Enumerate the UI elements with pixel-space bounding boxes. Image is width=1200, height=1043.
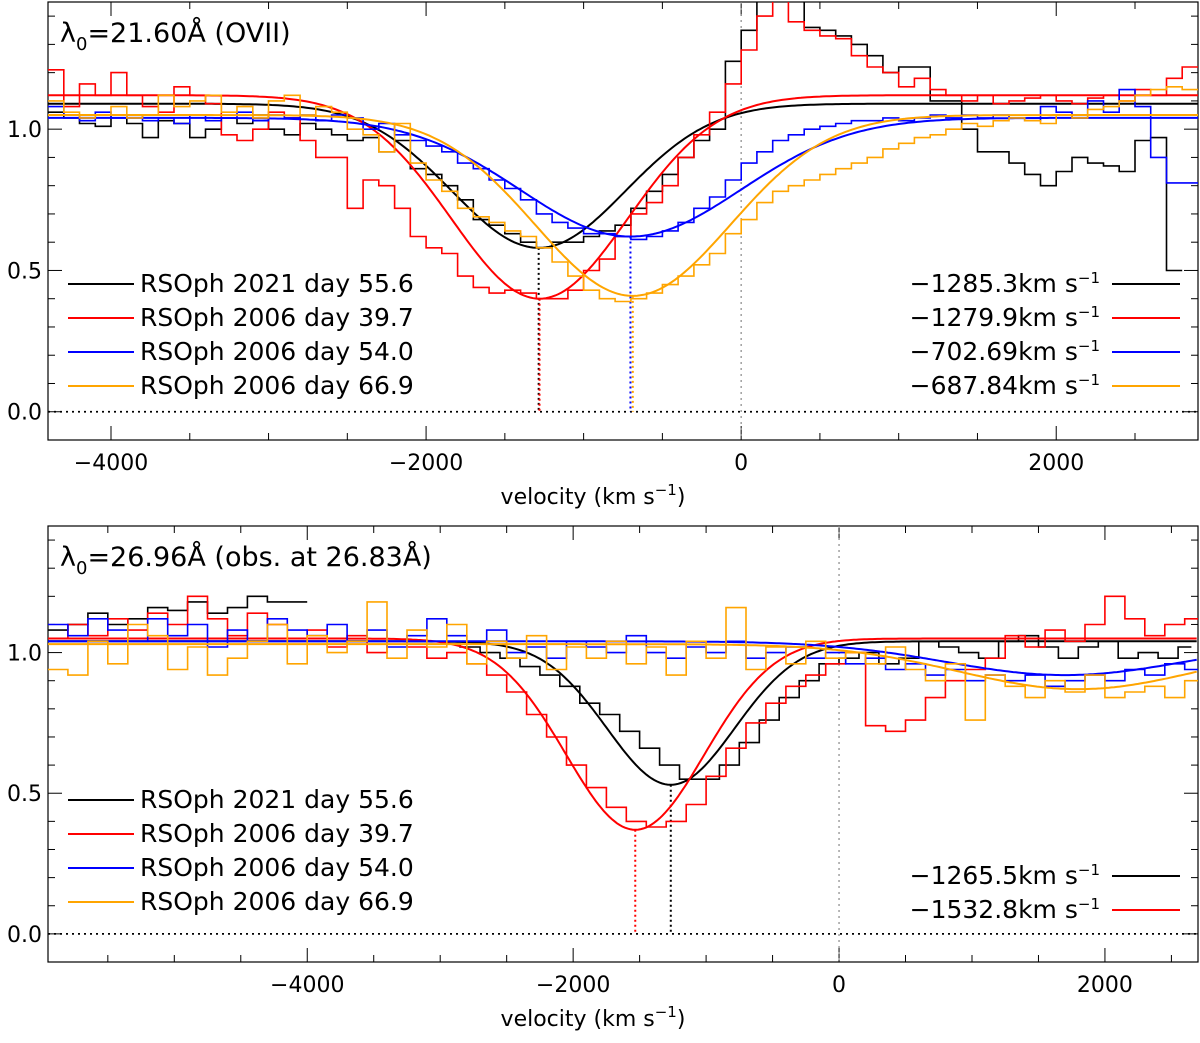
panel-1: −4000 −2000 0 2000 0.0 0.5 1.0 λ0=21.60Å (OVII)… bbox=[7, 1, 1199, 510]
legend-label-3: RSOph 2006 day 54.0 bbox=[140, 853, 414, 882]
y-tick-label: 0.0 bbox=[7, 401, 42, 426]
x-tick-label: −4000 bbox=[270, 973, 344, 998]
fit-curve-series-2 bbox=[48, 637, 1197, 831]
x-tick-label: −4000 bbox=[74, 451, 148, 476]
fit-curve-series-1 bbox=[48, 640, 1197, 786]
x-tick-label: 2000 bbox=[1077, 973, 1133, 998]
legend-label-1: RSOph 2021 day 55.6 bbox=[140, 269, 414, 298]
x-axis-label: velocity (km s−1) bbox=[501, 1003, 686, 1032]
plot-frame bbox=[47, 1, 1199, 441]
histogram-series-4 bbox=[48, 601, 1198, 721]
x-tick-label: 2000 bbox=[1028, 451, 1084, 476]
legend-label-4: RSOph 2006 day 66.9 bbox=[140, 371, 414, 400]
legend-label-2: RSOph 2006 day 39.7 bbox=[140, 303, 414, 332]
velocity-label-1: −1285.3km s−1 bbox=[910, 269, 1100, 298]
fit-curve-series-3 bbox=[48, 116, 1198, 238]
fit-curve-series-4 bbox=[48, 114, 1198, 297]
histogram-series-1 bbox=[48, 595, 1192, 780]
panel-title: λ0=21.60Å (OVII) bbox=[60, 17, 291, 55]
panel-2: −4000 −2000 0 2000 0.0 0.5 1.0 λ0=26.96Å (obs. … bbox=[7, 525, 1199, 1032]
legend-label-4: RSOph 2006 day 66.9 bbox=[140, 887, 414, 916]
panel-title: λ0=26.96Å (obs. at 26.83Å) bbox=[60, 541, 432, 579]
velocity-label-4: −687.84km s−1 bbox=[910, 371, 1100, 400]
velocity-label-2: −1279.9km s−1 bbox=[910, 303, 1100, 332]
x-tick-label: 0 bbox=[734, 451, 748, 476]
y-tick-label: 1.0 bbox=[7, 642, 42, 667]
histogram-series-2 bbox=[48, 2, 1198, 300]
x-axis-label: velocity (km s−1) bbox=[501, 481, 686, 510]
histogram-series-4 bbox=[48, 86, 1198, 303]
legend-label-3: RSOph 2006 day 54.0 bbox=[140, 337, 414, 366]
velocity-label-1: −1265.5km s−1 bbox=[910, 861, 1100, 890]
x-tick-label: 0 bbox=[832, 973, 846, 998]
velocity-label-3: −702.69km s−1 bbox=[910, 337, 1100, 366]
fit-curve-series-2 bbox=[48, 94, 1198, 300]
y-tick-label: 0.0 bbox=[7, 923, 42, 948]
histogram-series-3 bbox=[48, 618, 1198, 688]
plot-frame bbox=[47, 525, 1199, 963]
x-tick-label: −2000 bbox=[536, 973, 610, 998]
y-tick-label: 0.5 bbox=[7, 259, 42, 284]
y-tick-label: 1.0 bbox=[7, 118, 42, 143]
fit-curve-series-4 bbox=[48, 643, 1197, 691]
y-tick-label: 0.5 bbox=[7, 782, 42, 807]
legend-label-2: RSOph 2006 day 39.7 bbox=[140, 819, 414, 848]
legend-label-1: RSOph 2021 day 55.6 bbox=[140, 785, 414, 814]
x-tick-label: −2000 bbox=[389, 451, 463, 476]
velocity-label-2: −1532.8km s−1 bbox=[910, 895, 1100, 924]
